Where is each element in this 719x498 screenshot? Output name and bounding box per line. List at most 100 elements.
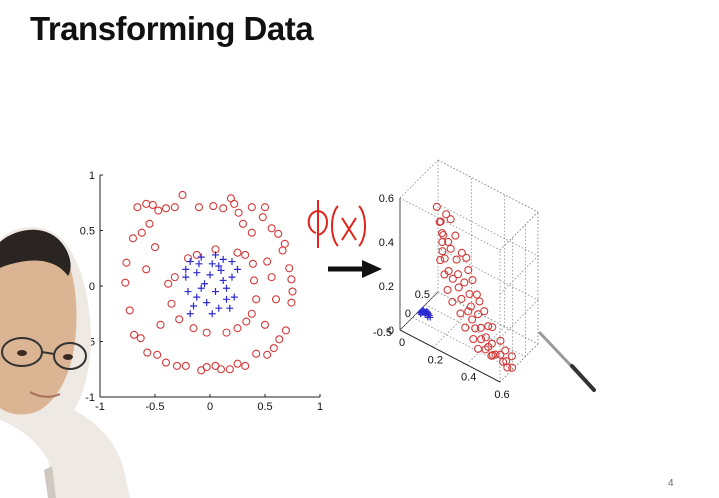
z-tick-label: 0.6 — [379, 193, 394, 205]
data-point — [457, 294, 466, 303]
data-point — [156, 320, 165, 329]
data-point — [186, 310, 194, 318]
paren-open — [331, 205, 339, 247]
data-point — [465, 290, 474, 299]
grid-line — [437, 247, 539, 301]
y-tick-label: -0.5 — [373, 327, 392, 339]
data-point — [164, 279, 173, 288]
data-point — [233, 324, 242, 333]
data-point — [451, 231, 460, 240]
data-point — [446, 215, 455, 224]
data-point — [438, 238, 447, 247]
data-point — [234, 208, 243, 217]
data-point — [233, 359, 242, 368]
data-point — [212, 251, 219, 259]
data-point — [258, 213, 267, 222]
data-point — [503, 363, 512, 372]
data-point — [192, 250, 201, 259]
data-point — [281, 326, 290, 335]
grid-line — [399, 197, 501, 251]
right-arrow-icon — [328, 260, 382, 278]
data-point — [211, 361, 220, 370]
data-point — [275, 335, 284, 344]
y-tick-label: 0.5 — [415, 289, 430, 301]
laser-pointer — [538, 331, 596, 392]
data-point — [219, 276, 227, 284]
data-point — [456, 309, 465, 318]
data-point — [223, 295, 230, 303]
data-point — [269, 344, 278, 353]
x-tick-label: 0.6 — [494, 389, 509, 401]
data-point — [452, 255, 461, 264]
data-point — [440, 254, 449, 263]
slide-title: Transforming Data — [30, 10, 314, 47]
data-point — [230, 293, 238, 301]
transformed-data-3d-scatter-plot: 00.20.40.600.20.40.6-0.500.5 — [373, 159, 539, 401]
x-tick-label: 0.4 — [461, 372, 476, 384]
data-point — [464, 266, 473, 275]
data-point — [442, 210, 451, 219]
data-point — [121, 278, 130, 287]
grid-line — [499, 255, 539, 295]
axis-line — [399, 329, 501, 383]
data-point — [472, 290, 481, 299]
data-point — [488, 323, 497, 332]
data-point — [443, 285, 452, 295]
original-data-scatter-plot: -1-0.500.51-1-0.500.51 — [76, 170, 323, 413]
data-point — [193, 293, 201, 301]
data-point — [439, 231, 448, 240]
data-point — [481, 333, 491, 342]
data-point — [287, 275, 296, 284]
data-point — [206, 271, 214, 279]
data-point — [507, 352, 516, 361]
data-point — [153, 350, 162, 359]
data-point — [267, 224, 276, 233]
data-point — [496, 336, 505, 345]
data-point — [247, 228, 256, 237]
paren-close — [358, 205, 366, 247]
phi-annotation — [307, 200, 366, 248]
data-point — [143, 348, 152, 357]
x-tick-label: 1 — [317, 401, 323, 413]
data-point — [137, 228, 146, 237]
y-tick-label: 0 — [405, 308, 411, 320]
data-point — [446, 244, 455, 253]
data-point — [182, 265, 190, 273]
data-point — [233, 248, 242, 257]
data-point — [203, 299, 211, 307]
x-tick-label: 0 — [207, 401, 213, 413]
grid-line — [437, 291, 539, 345]
data-point — [454, 283, 463, 292]
data-point — [194, 203, 204, 212]
grid-line — [437, 203, 539, 257]
data-point — [444, 237, 453, 246]
data-point — [499, 357, 508, 366]
data-point — [222, 328, 231, 337]
grid-line — [399, 159, 439, 199]
data-point — [195, 260, 203, 268]
data-point — [193, 269, 201, 277]
data-point — [484, 322, 493, 331]
z-tick-label: 0.4 — [379, 237, 394, 249]
data-point — [260, 203, 270, 212]
data-point — [190, 302, 197, 310]
data-point — [182, 273, 190, 281]
data-point — [274, 229, 283, 238]
data-point — [170, 203, 179, 212]
data-point — [181, 361, 190, 370]
data-point — [125, 306, 134, 315]
data-point — [461, 323, 470, 332]
grid-line — [433, 309, 472, 348]
y-tick-label: 0 — [89, 281, 95, 293]
data-point — [238, 219, 248, 228]
data-point — [488, 350, 497, 360]
presenter-video — [0, 227, 130, 498]
x-tick-label: -1 — [95, 401, 105, 413]
y-tick-label: 1 — [89, 170, 95, 182]
data-point — [189, 324, 198, 333]
3d-grid — [399, 159, 539, 383]
grid-line — [499, 211, 539, 251]
z-tick-label: 0.2 — [379, 281, 394, 293]
data-point — [432, 202, 441, 211]
x-tick-label: 0.5 — [257, 401, 272, 413]
